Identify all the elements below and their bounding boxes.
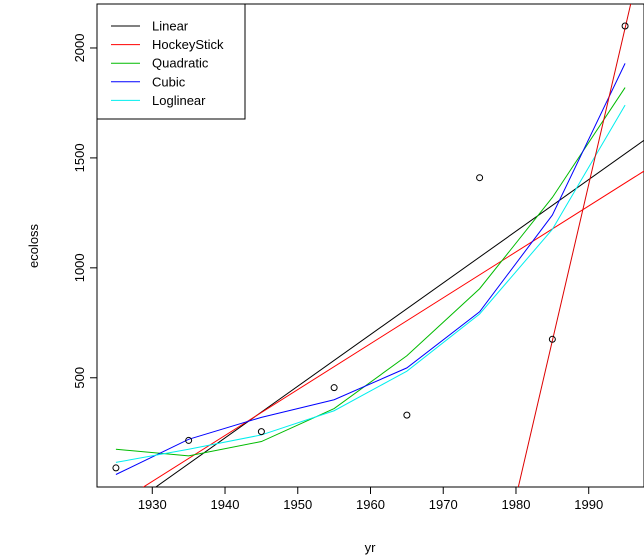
data-point bbox=[403, 411, 411, 419]
y-tick-label: 1000 bbox=[72, 253, 87, 282]
data-point bbox=[330, 384, 338, 392]
y-axis-label: ecoloss bbox=[26, 223, 41, 268]
data-points bbox=[112, 22, 629, 472]
series-line-hockeystick bbox=[142, 170, 644, 487]
y-tick-label: 1500 bbox=[72, 143, 87, 172]
x-tick-label: 1990 bbox=[574, 497, 603, 512]
series-line-loglinear bbox=[115, 104, 626, 463]
legend: Linear HockeyStick Quadratic Cubic Loglinear bbox=[96, 3, 246, 120]
x-axis: 1930 1940 1950 1960 1970 1980 1990 bbox=[138, 486, 603, 512]
x-tick-label: 1940 bbox=[211, 497, 240, 512]
x-tick-label: 1980 bbox=[502, 497, 531, 512]
legend-label: Cubic bbox=[152, 74, 186, 89]
x-tick-label: 1970 bbox=[429, 497, 458, 512]
data-point bbox=[621, 22, 629, 30]
data-point bbox=[476, 174, 484, 182]
legend-label: Loglinear bbox=[152, 93, 206, 108]
x-tick-label: 1960 bbox=[356, 497, 385, 512]
series-lines bbox=[115, 4, 644, 487]
legend-label: Quadratic bbox=[152, 56, 209, 71]
x-axis-label: yr bbox=[365, 540, 377, 555]
x-tick-label: 1950 bbox=[283, 497, 312, 512]
data-point bbox=[257, 428, 265, 436]
series-line-cubic bbox=[115, 63, 626, 475]
series-line-extra bbox=[517, 4, 632, 487]
series-line-linear bbox=[155, 139, 644, 487]
y-tick-label: 500 bbox=[72, 367, 87, 389]
x-tick-label: 1930 bbox=[138, 497, 167, 512]
data-point bbox=[112, 464, 120, 472]
y-axis: 500 1000 1500 2000 bbox=[72, 34, 98, 389]
data-point bbox=[185, 436, 193, 444]
y-tick-label: 2000 bbox=[72, 34, 87, 63]
data-point bbox=[548, 335, 556, 343]
series-line-quadratic bbox=[115, 87, 626, 457]
legend-box bbox=[96, 3, 246, 120]
legend-label: Linear bbox=[152, 19, 189, 34]
legend-label: HockeyStick bbox=[152, 37, 224, 52]
